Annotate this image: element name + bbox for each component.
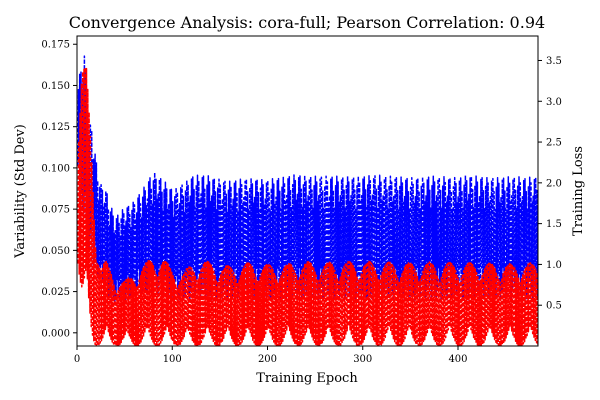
y-tick-label: 0.125 (41, 122, 70, 133)
x-tick-label: 100 (163, 354, 182, 365)
loss-series-line (77, 66, 538, 346)
y-tick-label: 0.150 (41, 81, 70, 92)
y2-tick-label: 2.0 (546, 178, 562, 189)
x-tick-label: 0 (74, 354, 80, 365)
x-tick-label: 400 (448, 354, 467, 365)
plot-frame (76, 35, 539, 347)
y-axis-label: Variability (Std Dev) (13, 124, 28, 259)
x-tick-label: 200 (258, 354, 277, 365)
y2-tick-label: 1.5 (546, 219, 562, 230)
chart-title: Convergence Analysis: cora-full; Pearson… (69, 13, 545, 32)
y-tick-label: 0.075 (41, 205, 70, 216)
y2-tick-label: 3.5 (546, 56, 562, 67)
x-tick-label: 300 (353, 354, 372, 365)
y-tick-label: 0.000 (41, 328, 70, 339)
x-axis: 0 100 200 300 400 (74, 346, 468, 365)
y-tick-label: 0.050 (41, 246, 70, 257)
y2-tick-label: 3.0 (546, 97, 562, 108)
y2-tick-label: 2.5 (546, 138, 562, 149)
y2-tick-label: 0.5 (546, 301, 562, 312)
y2-tick-label: 1.0 (546, 260, 562, 271)
y-tick-label: 0.100 (41, 163, 70, 174)
y-axis-right: 0.5 1.0 1.5 2.0 2.5 3.0 3.5 (538, 56, 562, 312)
y2-axis-label: Training Loss (571, 146, 586, 236)
y-tick-label: 0.025 (41, 287, 70, 298)
y-axis-left: 0.000 0.025 0.050 0.075 0.100 0.125 0.150 0.175 (41, 40, 77, 339)
plot-area (77, 55, 538, 346)
y-tick-label: 0.175 (41, 40, 70, 51)
x-axis-label: Training Epoch (256, 371, 358, 386)
